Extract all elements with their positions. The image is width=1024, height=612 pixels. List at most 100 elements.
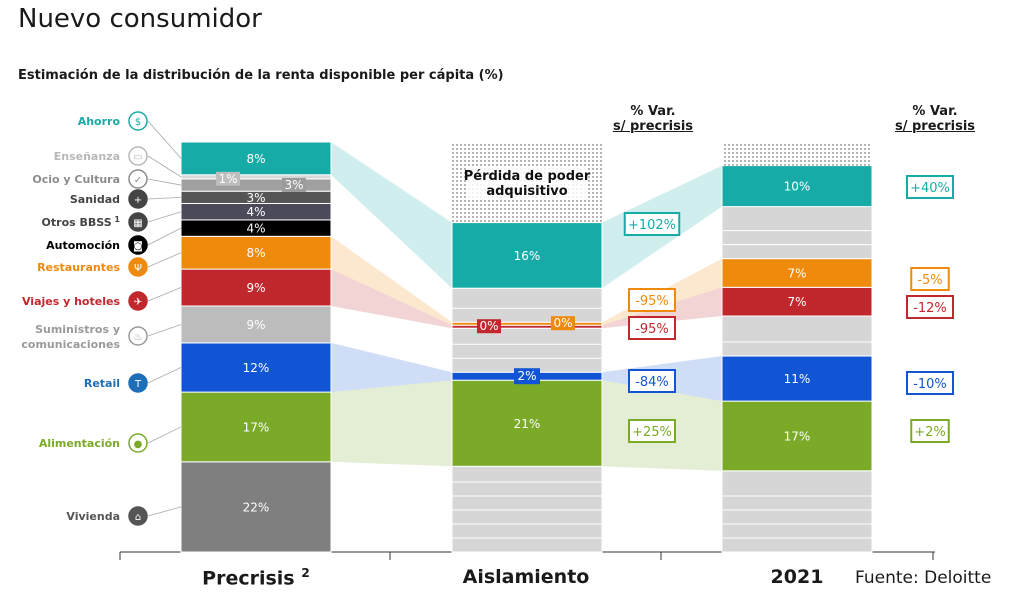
legend-item-ahorro: $ Ahorro bbox=[78, 111, 148, 131]
bar-precrisis-suministros-y-comunicaciones bbox=[180, 305, 332, 344]
page-title: Nuevo consumidor bbox=[18, 4, 262, 34]
category-label-aislamiento: Aislamiento bbox=[462, 566, 590, 588]
legend-label: comunicaciones bbox=[21, 338, 120, 351]
var-2021-restaurantes-box bbox=[910, 267, 950, 291]
legend-item-sanidad: + Sanidad bbox=[70, 189, 148, 209]
data-label-2021-1: 17% bbox=[784, 429, 811, 443]
flow-band-ahorro-1 bbox=[331, 142, 452, 289]
purchasing-power-loss-area bbox=[722, 142, 872, 166]
data-label-precrisis-3: 9% bbox=[246, 318, 265, 332]
legend-item-suministros-y-comunicaciones: ♨ Suministros y comunicaciones bbox=[21, 323, 148, 351]
var-2021-retail-box bbox=[906, 371, 954, 395]
var-aislamiento-alimentaci-n: +25% bbox=[632, 425, 672, 440]
car-icon bbox=[128, 235, 148, 255]
var-header-2021: % Var. s/ precrisis bbox=[880, 104, 990, 134]
medkit-icon bbox=[128, 189, 148, 209]
legend-connector-automoci-n bbox=[147, 227, 182, 246]
plane-icon-glyph: ✈ bbox=[134, 297, 142, 308]
check-icon-glyph: ✓ bbox=[134, 175, 142, 186]
data-label-bg bbox=[477, 319, 501, 334]
legend-connector-otros-bbss bbox=[147, 211, 182, 223]
flow-band-retail-1 bbox=[331, 342, 452, 393]
bar-gray-filler bbox=[721, 206, 873, 260]
var-aislamiento-restaurantes: -95% bbox=[635, 294, 669, 309]
legend-label: Otros BBSS 1 bbox=[42, 215, 121, 229]
data-label-precrisis-0: 22% bbox=[243, 500, 270, 514]
tshirt-icon bbox=[128, 373, 148, 393]
bar-aislamiento-alimentaci-n bbox=[451, 379, 603, 467]
category-label-precrisis: Precrisis 2 bbox=[156, 566, 356, 589]
data-label-precrisis-8: 3% bbox=[246, 191, 265, 205]
legend-label: Suministros y bbox=[35, 323, 120, 336]
data-label-2021-4: 7% bbox=[787, 295, 806, 309]
bar-2021-retail bbox=[721, 355, 873, 402]
legend-connector-restaurantes bbox=[147, 252, 182, 268]
var-2021-viajes-y-hoteles-box bbox=[906, 295, 954, 319]
var-aislamiento-ahorro-box bbox=[623, 212, 681, 236]
var-aislamiento-alimentaci-n-box bbox=[628, 419, 676, 443]
legend-label: Viajes y hoteles bbox=[22, 295, 120, 308]
data-label-bg bbox=[282, 177, 306, 192]
legend-connector-viajes-y-hoteles bbox=[147, 287, 182, 302]
var-aislamiento-viajes-y-hoteles-box bbox=[628, 316, 676, 340]
legend-label: Retail bbox=[84, 377, 120, 390]
bar-gray-filler bbox=[721, 470, 873, 553]
house-icon bbox=[128, 506, 148, 526]
data-label-bg bbox=[514, 368, 540, 385]
legend-connector-ense-anza bbox=[147, 155, 182, 178]
plane-icon bbox=[128, 291, 148, 311]
data-label-precrisis-5: 8% bbox=[246, 246, 265, 260]
bar-gray-filler bbox=[451, 465, 603, 553]
car-icon-glyph: ◙ bbox=[133, 241, 143, 252]
bar-aislamiento-ahorro bbox=[451, 222, 603, 289]
flame-icon bbox=[128, 326, 148, 346]
cutlery-icon bbox=[128, 257, 148, 277]
legend-label: Automoción bbox=[46, 239, 120, 252]
book-icon-glyph: ▭ bbox=[133, 152, 142, 163]
data-label-precrisis-10: 1% bbox=[218, 172, 237, 186]
category-label-2021: 2021 bbox=[770, 566, 824, 588]
bar-precrisis-ense-anza bbox=[180, 174, 332, 180]
data-label-precrisis-1: 17% bbox=[243, 420, 270, 434]
legend-item-restaurantes: Ψ Restaurantes bbox=[37, 257, 148, 277]
flow-band-restaurantes-1 bbox=[331, 236, 452, 326]
var-header-aislamiento: % Var. s/ precrisis bbox=[598, 104, 708, 134]
bar-precrisis-ahorro bbox=[180, 141, 332, 176]
data-label-aislamiento-1: 21% bbox=[514, 417, 541, 431]
data-label-aislamiento-5: 0% bbox=[553, 316, 572, 330]
var-2021-ahorro-box bbox=[906, 175, 954, 199]
bar-2021-restaurantes bbox=[721, 258, 873, 288]
var-2021-restaurantes: -5% bbox=[917, 273, 942, 288]
var-2021-alimentaci-n: +2% bbox=[914, 425, 946, 440]
category-text: Precrisis bbox=[202, 567, 295, 590]
data-label-aislamiento-2: 2% bbox=[517, 369, 536, 383]
legend-item-alimentaci-n: ● Alimentación bbox=[39, 433, 148, 453]
bar-precrisis-alimentaci-n bbox=[180, 391, 332, 463]
var-aislamiento-ahorro: +102% bbox=[628, 218, 676, 233]
legend-label: Alimentación bbox=[39, 437, 120, 450]
legend-label: Vivienda bbox=[66, 510, 120, 523]
data-label-precrisis-6: 4% bbox=[246, 222, 265, 236]
flame-icon-glyph: ♨ bbox=[134, 332, 143, 343]
var-aislamiento-viajes-y-hoteles: -95% bbox=[635, 322, 669, 337]
legend-footnote: 1 bbox=[112, 215, 121, 224]
bar-gray-filler bbox=[451, 287, 603, 323]
legend-connector-vivienda bbox=[147, 506, 182, 517]
legend-label: Restaurantes bbox=[37, 261, 120, 274]
data-label-precrisis-7: 4% bbox=[246, 205, 265, 219]
data-label-bg bbox=[551, 316, 575, 331]
legend-label: Enseñanza bbox=[54, 150, 120, 163]
legend-connector-suministros-y-comunicaciones bbox=[147, 324, 182, 337]
grid-icon bbox=[128, 212, 148, 232]
house-icon-glyph: ⌂ bbox=[135, 512, 141, 523]
data-label-precrisis-4: 9% bbox=[246, 281, 265, 295]
legend-connector-sanidad bbox=[147, 196, 182, 200]
var-2021-ahorro: +40% bbox=[910, 181, 950, 196]
category-footnote: 2 bbox=[301, 566, 310, 580]
legend-item-vivienda: ⌂ Vivienda bbox=[66, 506, 148, 526]
legend-item-otros-bbss: ▦ Otros BBSS 1 bbox=[42, 212, 148, 232]
flow-band-alimentaci-n-1 bbox=[331, 380, 452, 467]
book-icon bbox=[128, 146, 148, 166]
legend-label: Sanidad bbox=[70, 193, 120, 206]
cutlery-icon-glyph: Ψ bbox=[134, 263, 142, 274]
